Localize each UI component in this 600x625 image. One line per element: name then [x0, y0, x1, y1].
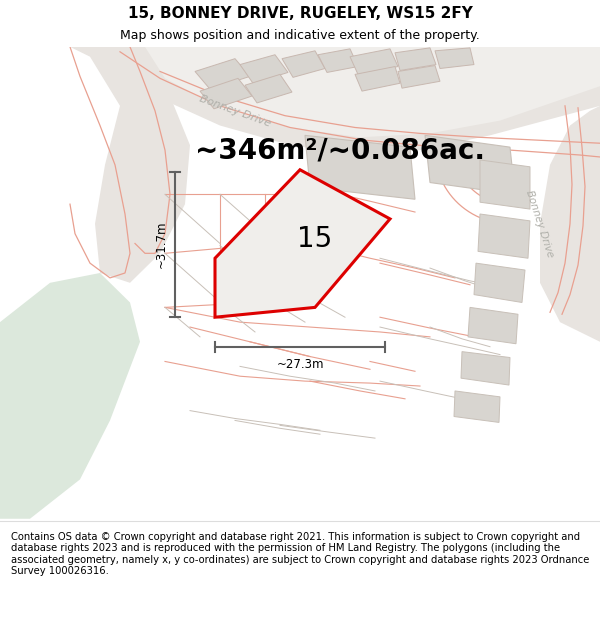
Polygon shape — [70, 47, 190, 282]
Polygon shape — [318, 49, 358, 72]
Text: ~346m²/~0.086ac.: ~346m²/~0.086ac. — [195, 136, 485, 164]
Polygon shape — [305, 136, 415, 199]
Polygon shape — [240, 55, 288, 83]
Polygon shape — [0, 273, 140, 519]
Text: Contains OS data © Crown copyright and database right 2021. This information is : Contains OS data © Crown copyright and d… — [11, 531, 589, 576]
Polygon shape — [195, 59, 250, 89]
Text: Map shows position and indicative extent of the property.: Map shows position and indicative extent… — [120, 29, 480, 42]
Polygon shape — [245, 74, 292, 103]
Polygon shape — [395, 48, 436, 71]
Polygon shape — [425, 136, 515, 194]
Polygon shape — [355, 66, 400, 91]
Text: ~31.7m: ~31.7m — [155, 221, 167, 268]
Polygon shape — [461, 352, 510, 385]
Text: Bonney Drive: Bonney Drive — [524, 189, 556, 259]
Polygon shape — [435, 48, 474, 69]
Text: ~27.3m: ~27.3m — [276, 358, 324, 371]
Polygon shape — [478, 214, 530, 258]
Polygon shape — [454, 391, 500, 422]
Polygon shape — [120, 47, 600, 155]
Text: 15, BONNEY DRIVE, RUGELEY, WS15 2FY: 15, BONNEY DRIVE, RUGELEY, WS15 2FY — [128, 6, 472, 21]
Polygon shape — [468, 308, 518, 344]
Polygon shape — [480, 160, 530, 209]
Polygon shape — [540, 106, 600, 342]
Polygon shape — [398, 66, 440, 88]
Polygon shape — [215, 170, 390, 318]
Polygon shape — [282, 51, 325, 78]
Polygon shape — [200, 78, 252, 109]
Polygon shape — [350, 49, 398, 74]
Text: 15: 15 — [298, 224, 332, 253]
Polygon shape — [145, 47, 600, 138]
Text: Bonney Drive: Bonney Drive — [198, 93, 272, 128]
Polygon shape — [474, 263, 525, 302]
